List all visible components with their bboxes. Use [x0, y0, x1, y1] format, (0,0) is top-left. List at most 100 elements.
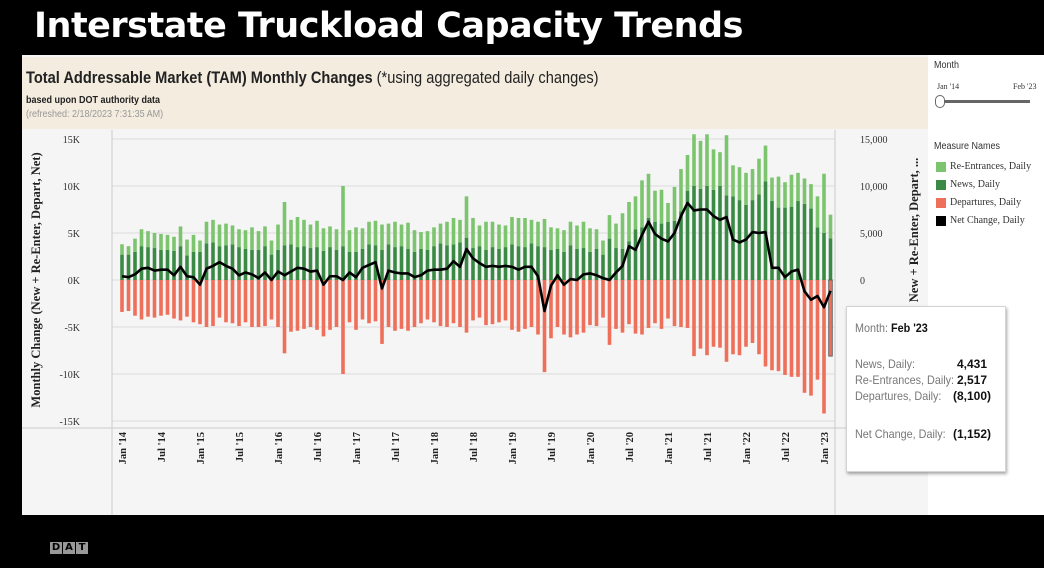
news-bar: [484, 249, 488, 280]
departures-bar: [607, 280, 612, 345]
re-entrances-bar: [373, 220, 378, 246]
news-bar: [640, 227, 644, 280]
re-entrances-bar: [146, 231, 150, 248]
tooltip-departures-label: Departures, Daily:: [855, 389, 942, 403]
departures-bar: [289, 280, 293, 332]
news-bar: [770, 201, 774, 280]
re-entrances-bar: [464, 196, 469, 238]
tooltip-month: Month: Feb '23: [855, 321, 928, 335]
re-entrances-bar: [302, 219, 306, 247]
re-entrances-bar: [711, 149, 716, 190]
news-bar: [159, 249, 163, 280]
re-entrances-bar: [159, 233, 163, 250]
departures-bar: [497, 280, 501, 323]
departures-bar: [666, 280, 670, 319]
left-y-tick-label: 15K: [63, 135, 81, 146]
re-entrances-bar: [646, 173, 651, 218]
legend-item-news[interactable]: News, Daily: [936, 179, 1000, 190]
news-bar: [178, 246, 183, 280]
re-entrances-bar: [744, 172, 748, 205]
left-y-tick-label: 0K: [68, 276, 81, 287]
news-bar: [809, 208, 813, 280]
departures-bar: [308, 280, 313, 327]
departures-bar: [575, 280, 579, 335]
news-bar: [445, 245, 449, 280]
x-tick-label: Jan '16: [274, 432, 285, 464]
re-entrances-bar: [230, 225, 235, 245]
legend-item-re-entrances[interactable]: Re-Entrances, Daily: [936, 161, 1031, 172]
news-bar: [204, 243, 209, 280]
tooltip-re-entrances-value: 2,517: [957, 373, 988, 387]
x-tick-label: Jan '17: [352, 432, 363, 464]
departures-bar: [562, 280, 566, 335]
re-entrances-bar: [497, 224, 501, 249]
re-entrances-bar: [185, 239, 189, 256]
re-entrances-bar: [763, 145, 768, 182]
news-bar: [386, 244, 391, 280]
news-bar: [490, 247, 495, 280]
chart-title-main: Total Addressable Market (TAM) Monthly C…: [26, 68, 373, 87]
legend-item-departures[interactable]: Departures, Daily: [936, 197, 1021, 208]
re-entrances-bar: [750, 169, 755, 201]
departures-bar: [269, 280, 274, 320]
departures-bar: [828, 279, 833, 357]
month-range-slider[interactable]: [940, 100, 1030, 103]
departures-bar: [802, 280, 807, 393]
re-entrances-bar: [718, 152, 722, 186]
departures-bar: [412, 280, 417, 327]
x-tick-label: Jan '20: [586, 432, 597, 464]
departures-bar: [243, 280, 248, 323]
departures-bar: [581, 280, 586, 333]
re-entrances-bar: [269, 240, 274, 255]
news-bar: [432, 246, 436, 280]
departures-bar: [503, 280, 508, 321]
logo-letter: A: [63, 542, 75, 554]
departures-bar: [172, 280, 176, 319]
refresh-timestamp: (refreshed: 2/18/2023 7:31:35 AM): [26, 109, 164, 120]
re-entrances-bar: [386, 223, 391, 245]
re-entrances-bar: [282, 201, 287, 246]
departures-bar: [237, 280, 241, 327]
legend-item-net-change[interactable]: Net Change, Daily: [936, 215, 1025, 226]
news-bar: [139, 246, 144, 280]
re-entrances-bar: [594, 229, 599, 249]
slider-handle[interactable]: [935, 95, 945, 108]
chart-subtitle: based upon DOT authority data: [26, 95, 161, 106]
re-entrances-bar: [666, 202, 670, 222]
x-tick-label: Jan '18: [430, 432, 441, 464]
news-bar: [152, 248, 157, 280]
news-bar: [536, 246, 540, 280]
re-entrances-bar: [568, 221, 573, 246]
departures-bar: [477, 280, 482, 318]
news-bar: [328, 247, 332, 280]
re-entrances-bar: [217, 224, 222, 247]
news-bar: [230, 244, 235, 280]
re-entrances-bar: [809, 184, 813, 209]
legend-swatch: [936, 179, 946, 190]
news-bar: [659, 223, 664, 280]
departures-bar: [328, 280, 332, 330]
chart-title: Total Addressable Market (TAM) Monthly C…: [26, 68, 599, 88]
legend-label: Net Change, Daily: [950, 215, 1025, 226]
departures-bar: [627, 280, 631, 325]
departures-bar: [425, 280, 430, 320]
news-bar: [601, 254, 605, 280]
re-entrances-bar: [659, 189, 664, 224]
departures-bar: [555, 280, 560, 327]
legend-label: Departures, Daily: [950, 197, 1022, 208]
re-entrances-bar: [653, 190, 657, 222]
re-entrances-bar: [549, 227, 553, 250]
departures-bar: [126, 280, 131, 312]
net-change-line: [121, 201, 832, 313]
departures-bar: [783, 280, 787, 375]
departures-bar: [178, 280, 183, 321]
departures-bar: [432, 280, 436, 323]
news-bar: [711, 189, 716, 280]
departures-bar: [204, 280, 209, 327]
re-entrances-bar: [724, 135, 729, 196]
news-bar: [549, 249, 553, 280]
departures-bar: [770, 280, 774, 371]
re-entrances-bar: [757, 158, 761, 195]
news-bar: [211, 242, 215, 280]
re-entrances-bar: [347, 230, 352, 252]
